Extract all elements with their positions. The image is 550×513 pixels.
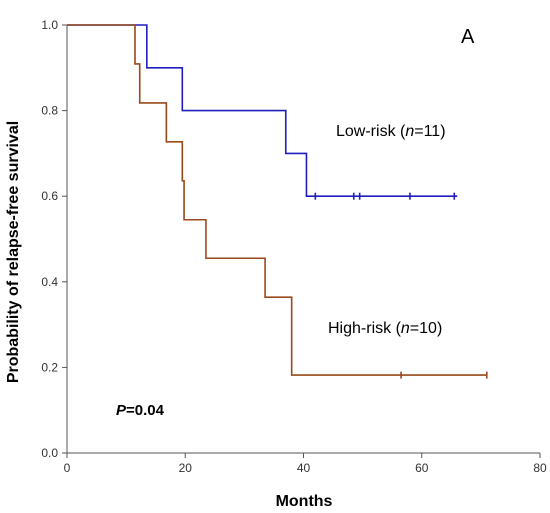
high-risk-survival-curve [67, 24, 487, 376]
panel-label: A [461, 26, 475, 48]
high-risk-label: High-risk (n=10) [328, 320, 442, 337]
y-tick-label: 1.0 [41, 18, 58, 32]
y-tick-label: 0.0 [41, 446, 58, 460]
axes: 0 20 40 60 80 0.0 0.2 0.4 0.6 0.8 1.0 [41, 18, 547, 475]
y-tick-label: 0.8 [41, 104, 58, 118]
x-tick-label: 40 [297, 461, 311, 475]
x-axis-title: Months [276, 493, 333, 510]
series-layer [67, 24, 488, 379]
p-value-label: P=0.04 [116, 402, 165, 419]
x-tick-label: 20 [179, 461, 193, 475]
x-tick-label: 60 [415, 461, 429, 475]
low-risk-survival-curve [67, 24, 458, 197]
y-axis-title: Probability of relapse-free survival [5, 121, 22, 383]
y-tick-label: 0.6 [41, 189, 58, 203]
y-tick-label: 0.2 [41, 360, 58, 374]
x-tick-label: 0 [64, 461, 71, 475]
x-tick-label: 80 [533, 461, 547, 475]
low-risk-label: Low-risk (n=11) [336, 123, 446, 140]
y-tick-label: 0.4 [41, 275, 58, 289]
